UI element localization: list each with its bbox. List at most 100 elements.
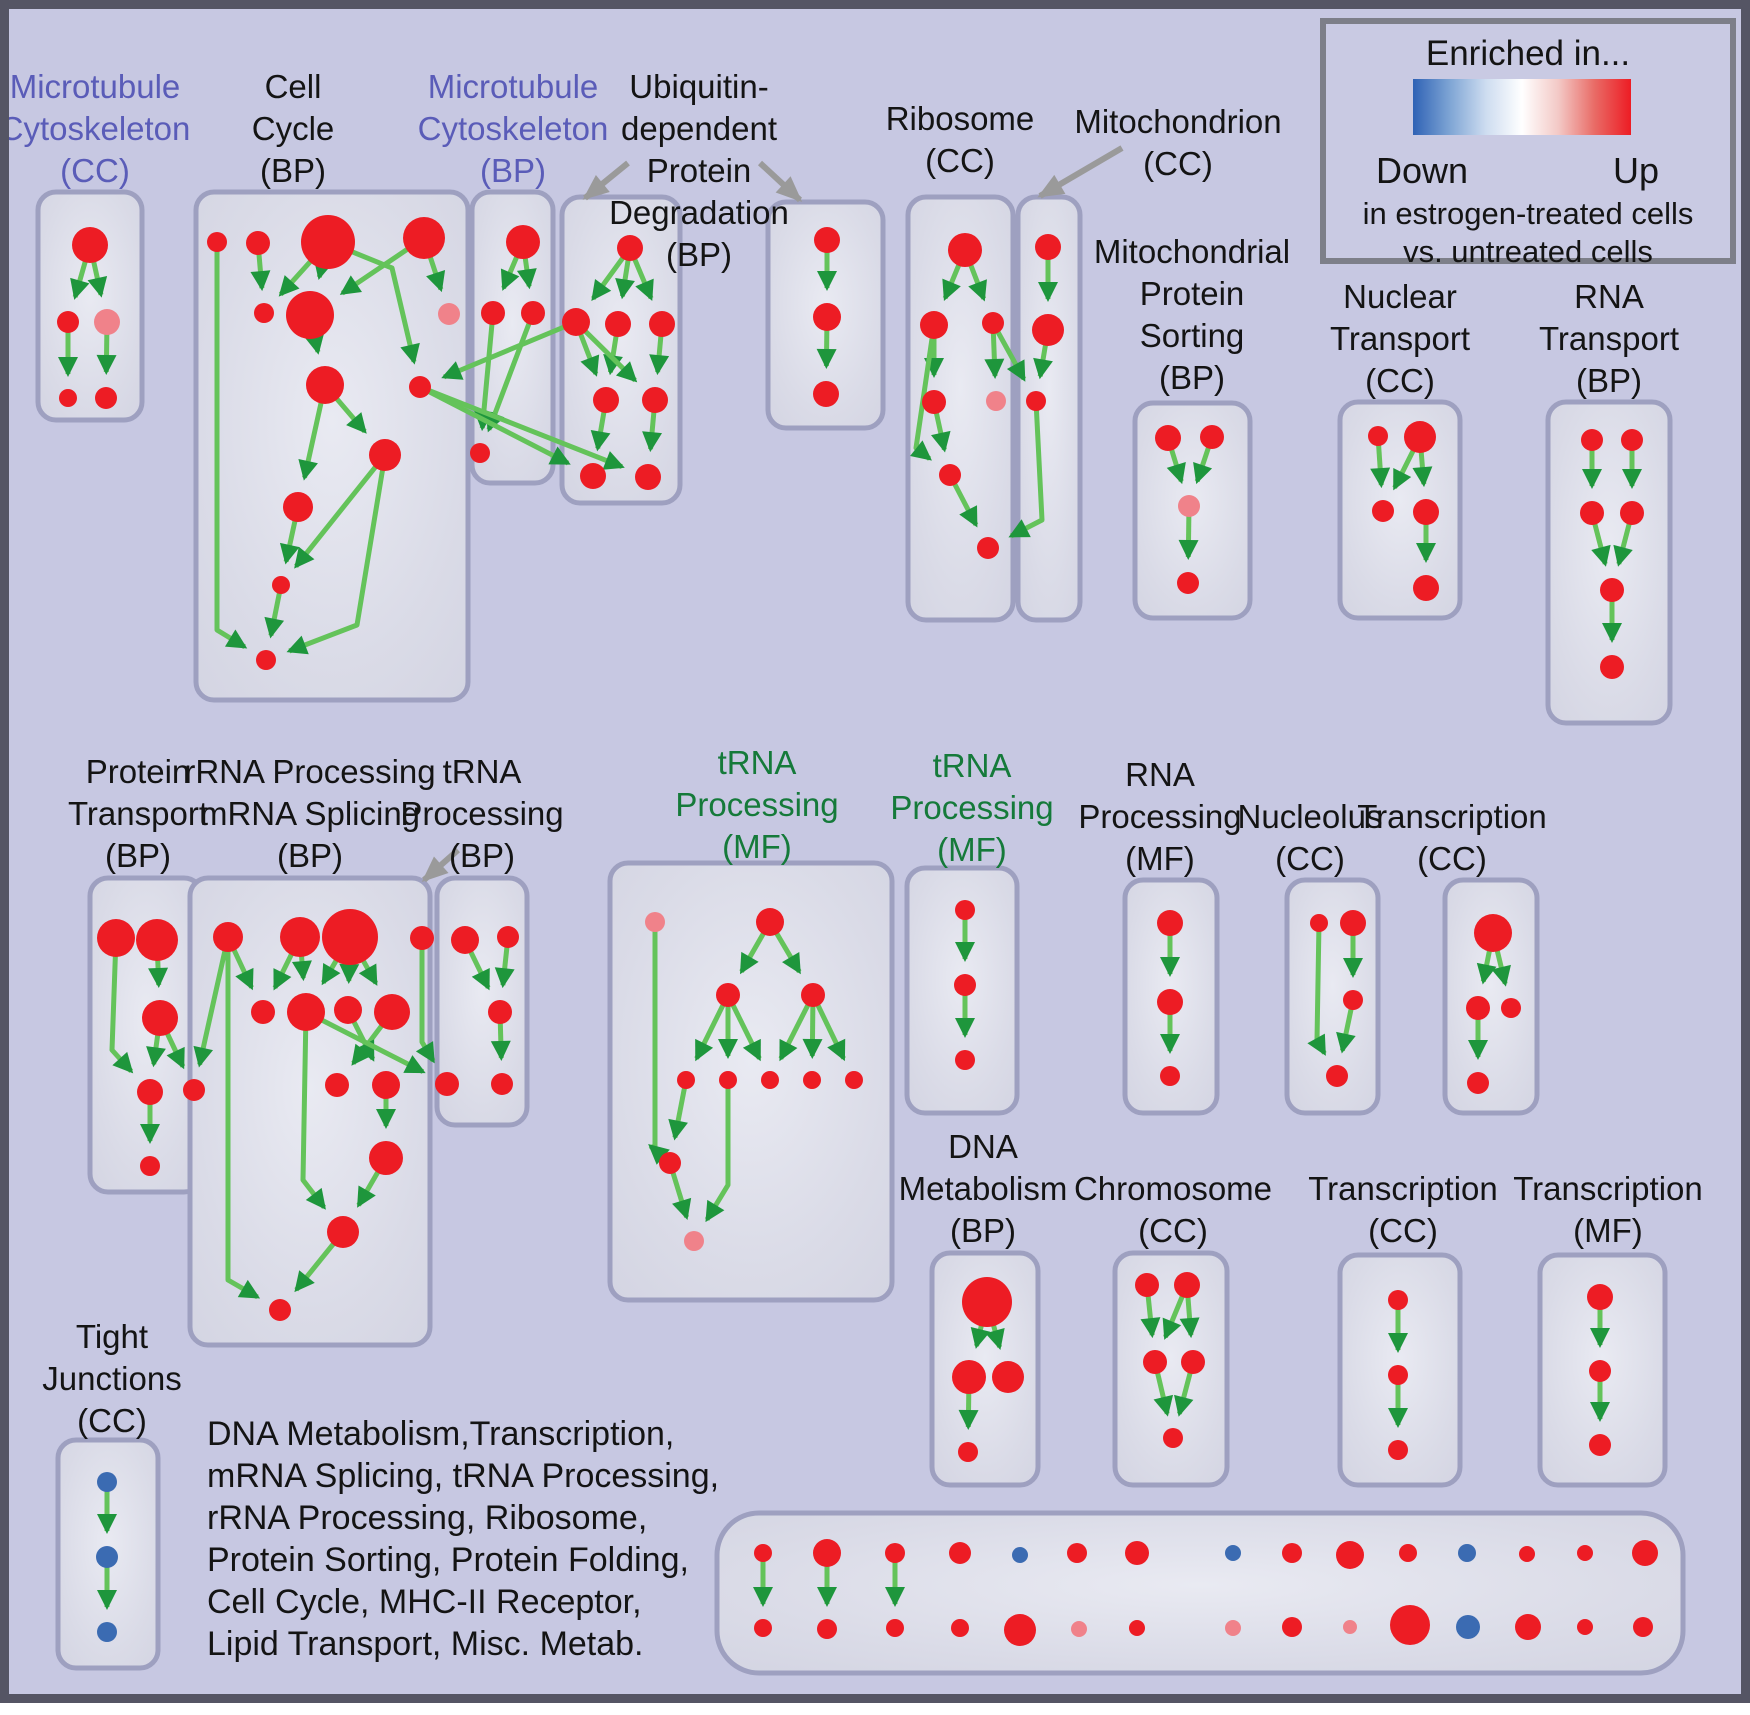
go-term-node [1135, 1273, 1159, 1297]
go-term-node [97, 1472, 117, 1492]
trna-processing-mf-large-label: tRNA Processing (MF) [675, 744, 838, 865]
go-term-node [605, 311, 631, 337]
relation-edge [704, 1080, 731, 1223]
go-term-node [1515, 1614, 1541, 1640]
go-term-node [72, 227, 108, 263]
go-term-node [272, 576, 290, 594]
go-term-node [642, 387, 668, 413]
go-term-node [1519, 1546, 1535, 1562]
relation-edge [1008, 400, 1045, 539]
label-pointer-arrow [757, 160, 803, 203]
go-term-node [1125, 1541, 1149, 1565]
go-term-node [977, 537, 999, 559]
go-term-node [803, 1071, 821, 1089]
go-term-node [280, 917, 320, 957]
go-term-node [1225, 1620, 1241, 1636]
go-term-node [801, 983, 825, 1007]
go-term-node [962, 1277, 1012, 1327]
go-term-node [322, 909, 378, 965]
rna-transport-bp-label: RNA Transport (BP) [1539, 278, 1679, 399]
go-term-node [1155, 425, 1181, 451]
go-term-node [1413, 499, 1439, 525]
labels-layer: Microtubule Cytoskeleton (CC) Cell Cycle (BP)… [0, 68, 1703, 1663]
go-term-node [1160, 1066, 1180, 1086]
go-term-node [958, 1442, 978, 1462]
chromosome-cc-box [1112, 1250, 1230, 1488]
go-term-node [497, 926, 519, 948]
label-pointer-arrow [1037, 145, 1124, 199]
go-term-node [1372, 500, 1394, 522]
go-term-node [951, 1619, 969, 1637]
go-term-node [451, 926, 479, 954]
go-term-node [1336, 1541, 1364, 1569]
microtubule-cytoskeleton-cc-label: Microtubule Cytoskeleton (CC) [0, 68, 190, 189]
go-term-node [1600, 578, 1624, 602]
go-term-node [140, 1156, 160, 1176]
go-term-node [1589, 1360, 1611, 1382]
go-term-node [939, 464, 961, 486]
go-term-node [301, 215, 355, 269]
go-term-node [97, 1622, 117, 1642]
relation-edge [418, 384, 571, 466]
go-term-node [1399, 1544, 1417, 1562]
go-term-node [207, 232, 227, 252]
go-term-node [1620, 501, 1644, 525]
go-term-node [59, 389, 77, 407]
go-term-node [649, 311, 675, 337]
microtubule-cytoskeleton-cc-box [35, 189, 145, 423]
go-term-node [580, 463, 606, 489]
go-term-node [1067, 1543, 1087, 1563]
legend-subtitle-2: vs. untreated cells [1403, 234, 1653, 269]
go-term-node [1282, 1617, 1302, 1637]
go-term-node [845, 1071, 863, 1089]
legend-subtitle-1: in estrogen-treated cells [1362, 196, 1694, 231]
go-term-node [506, 225, 540, 259]
go-term-node [410, 926, 434, 950]
go-term-node [814, 227, 840, 253]
go-term-node [246, 231, 270, 255]
go-term-node [719, 1071, 737, 1089]
go-term-node [1310, 914, 1328, 932]
go-term-node [372, 1071, 400, 1099]
go-term-node [369, 1141, 403, 1175]
nodes-layer [57, 215, 1658, 1646]
trna-processing-bp-label: tRNA Processing (BP) [400, 753, 563, 874]
go-term-node [136, 919, 178, 961]
go-term-node [1326, 1065, 1348, 1087]
relation-edge [910, 324, 937, 461]
go-term-node [95, 387, 117, 409]
relation-edge [668, 1079, 689, 1141]
go-term-node [1388, 1440, 1408, 1460]
relation-edge [485, 312, 536, 433]
transcription-cc-bottom-label: Transcription (CC) [1308, 1170, 1498, 1249]
go-term-node [645, 912, 665, 932]
go-term-node [287, 993, 325, 1031]
relation-edge [193, 936, 231, 1068]
go-term-node [325, 1073, 349, 1097]
relation-edge [225, 937, 261, 1300]
go-term-node [1632, 1540, 1658, 1566]
go-term-node [57, 311, 79, 333]
nuclear-transport-cc-label: Nuclear Transport (CC) [1330, 278, 1470, 399]
go-term-node [369, 439, 401, 471]
legend-gradient-bar [1413, 79, 1631, 135]
go-term-node [949, 1542, 971, 1564]
cell-cycle-label: Cell Cycle (BP) [252, 68, 335, 189]
label-pointer-arrow [421, 847, 460, 883]
go-term-node [1388, 1365, 1408, 1385]
dna-metabolism-bp-label: DNA Metabolism (BP) [899, 1128, 1068, 1249]
go-term-node [269, 1299, 291, 1321]
go-term-node [986, 391, 1006, 411]
go-term-node [659, 1152, 681, 1174]
go-term-node [1157, 989, 1183, 1015]
relation-edge [415, 938, 436, 1064]
go-term-node [761, 1071, 779, 1089]
go-term-node [521, 301, 545, 325]
go-term-node [137, 1079, 163, 1105]
go-term-node [1589, 1434, 1611, 1456]
go-term-node [1633, 1617, 1653, 1637]
label-pointer-arrow [582, 160, 630, 201]
